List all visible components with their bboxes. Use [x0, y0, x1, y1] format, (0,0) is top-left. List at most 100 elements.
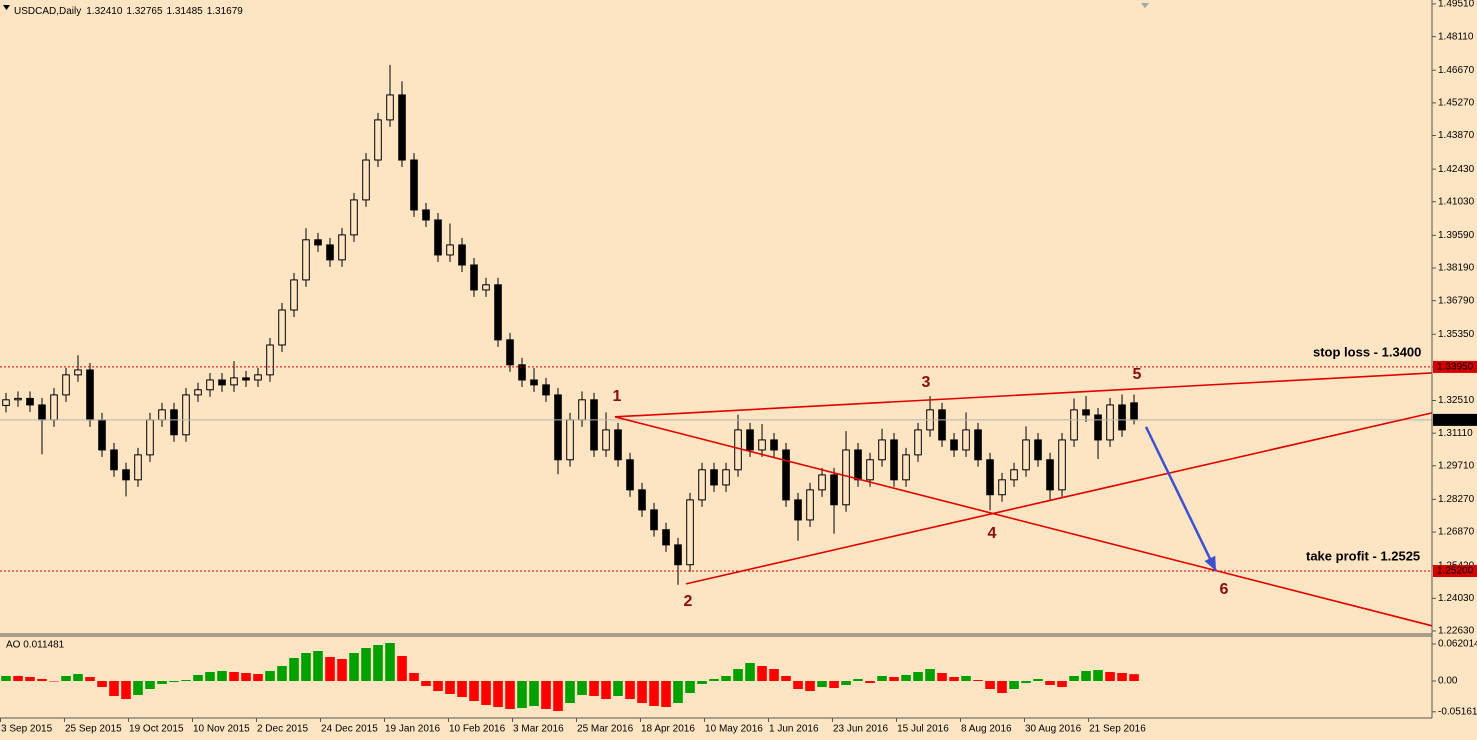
candle-body	[266, 344, 274, 376]
candle-body	[482, 284, 490, 291]
candle-body	[662, 529, 670, 546]
ao-bar	[289, 658, 299, 681]
ao-bar	[817, 680, 827, 688]
candle-body	[146, 419, 154, 456]
ao-bar	[265, 670, 275, 681]
candle-body	[758, 439, 766, 451]
candle-body	[938, 409, 946, 441]
candle-body	[2, 399, 10, 406]
x-tick-label: 25 Sep 2015	[65, 724, 122, 735]
x-tick-label: 30 Aug 2016	[1025, 724, 1082, 735]
ao-bar	[85, 677, 95, 681]
y-tick-label: 1.26870	[1438, 527, 1475, 538]
candle-body	[626, 459, 634, 491]
ao-bar	[757, 666, 767, 681]
ao-bar	[193, 674, 203, 681]
ao-bar	[1117, 673, 1127, 681]
candle-body	[770, 439, 778, 451]
quote-open: 1.32410	[86, 6, 123, 17]
ao-bar	[1105, 671, 1115, 681]
ao-bar	[157, 680, 167, 684]
ao-bar	[229, 671, 239, 681]
ao-bar	[121, 680, 131, 700]
candle-body	[806, 489, 814, 521]
y-tick-label: 1.46670	[1438, 65, 1475, 76]
ao-bar	[709, 678, 719, 681]
ao-bar	[841, 680, 851, 685]
candle-body	[830, 474, 838, 506]
x-tick-label: 21 Sep 2016	[1089, 724, 1146, 735]
candle-body	[818, 474, 826, 491]
ao-bar	[697, 680, 707, 684]
ao-bar	[577, 680, 587, 696]
ao-bar	[409, 673, 419, 681]
ao-bar	[553, 680, 563, 712]
y-tick-label: 1.29710	[1438, 460, 1475, 471]
ao-bar	[253, 674, 263, 681]
ao-bar	[337, 658, 347, 681]
candle-body	[554, 394, 562, 461]
ao-bar	[1093, 670, 1103, 681]
candle-body	[650, 509, 658, 531]
x-tick-label: 25 Mar 2016	[577, 724, 634, 735]
ao-pane	[1, 642, 1139, 712]
wave-label: 5	[1133, 366, 1142, 383]
candle-body	[206, 379, 214, 391]
ao-bar	[733, 669, 743, 681]
x-tick-label: 24 Dec 2015	[321, 724, 378, 735]
scroll-marker	[1141, 3, 1149, 8]
x-tick-label: 1 Jun 2016	[769, 724, 819, 735]
y-tick-label: 1.38190	[1438, 263, 1475, 274]
ao-bar	[853, 678, 863, 681]
ao-bar	[361, 647, 371, 681]
price-level-box	[1433, 565, 1477, 578]
x-tick-label: 2 Dec 2015	[257, 724, 309, 735]
y-tick-label: 1.45270	[1438, 98, 1475, 109]
ao-bar	[565, 680, 575, 704]
ao-bar	[529, 680, 539, 707]
candle-body	[386, 94, 394, 121]
candle-body	[614, 429, 622, 461]
candle-body	[506, 339, 514, 366]
ao-bar	[661, 680, 671, 708]
candle-body	[434, 219, 442, 256]
price-pane: stop loss - 1.3400 take profit - 1.2525 1 2…	[0, 64, 1433, 627]
symbol: USDCAD,Daily	[14, 6, 81, 17]
candle-body	[158, 409, 166, 421]
candle-body	[1130, 402, 1138, 421]
y-tick-label: 0.062014	[1438, 639, 1477, 650]
y-tick-label: 1.24030	[1438, 593, 1475, 604]
ao-bar	[373, 645, 383, 681]
y-tick-label: 1.32510	[1438, 395, 1475, 406]
ao-bar	[73, 674, 83, 681]
candle-body	[602, 429, 610, 451]
ao-bar	[625, 680, 635, 700]
ao-bar	[925, 669, 935, 681]
ao-bar	[517, 680, 527, 708]
ao-bar	[613, 680, 623, 696]
ao-bar	[481, 680, 491, 705]
candle-body	[1082, 409, 1090, 416]
x-tick-label: 10 Nov 2015	[193, 724, 250, 735]
candle-body	[362, 159, 370, 201]
ao-bar	[433, 680, 443, 692]
ao-bar	[1057, 680, 1067, 688]
candle-body	[710, 469, 718, 486]
x-tick-label: 3 Mar 2016	[513, 724, 564, 735]
ao-bar	[241, 673, 251, 681]
annotation: take profit - 1.2525	[1306, 548, 1420, 563]
ao-bar	[985, 680, 995, 689]
wave-label: 4	[988, 525, 997, 542]
y-tick-label: 1.42430	[1438, 164, 1475, 175]
chart-header: USDCAD,Daily 1.32410 1.32765 1.31485 1.31679	[14, 6, 243, 17]
candle-body	[314, 239, 322, 246]
ao-bar	[949, 677, 959, 681]
candle-body	[878, 439, 886, 461]
candle-body	[686, 499, 694, 566]
y-tick-label: 1.43870	[1438, 130, 1475, 141]
candle-body	[254, 374, 262, 381]
y-tick-label: 1.28270	[1438, 494, 1475, 505]
x-tick-label: 3 Sep 2015	[1, 724, 53, 735]
candle-body	[290, 279, 298, 311]
ao-bar	[589, 680, 599, 696]
